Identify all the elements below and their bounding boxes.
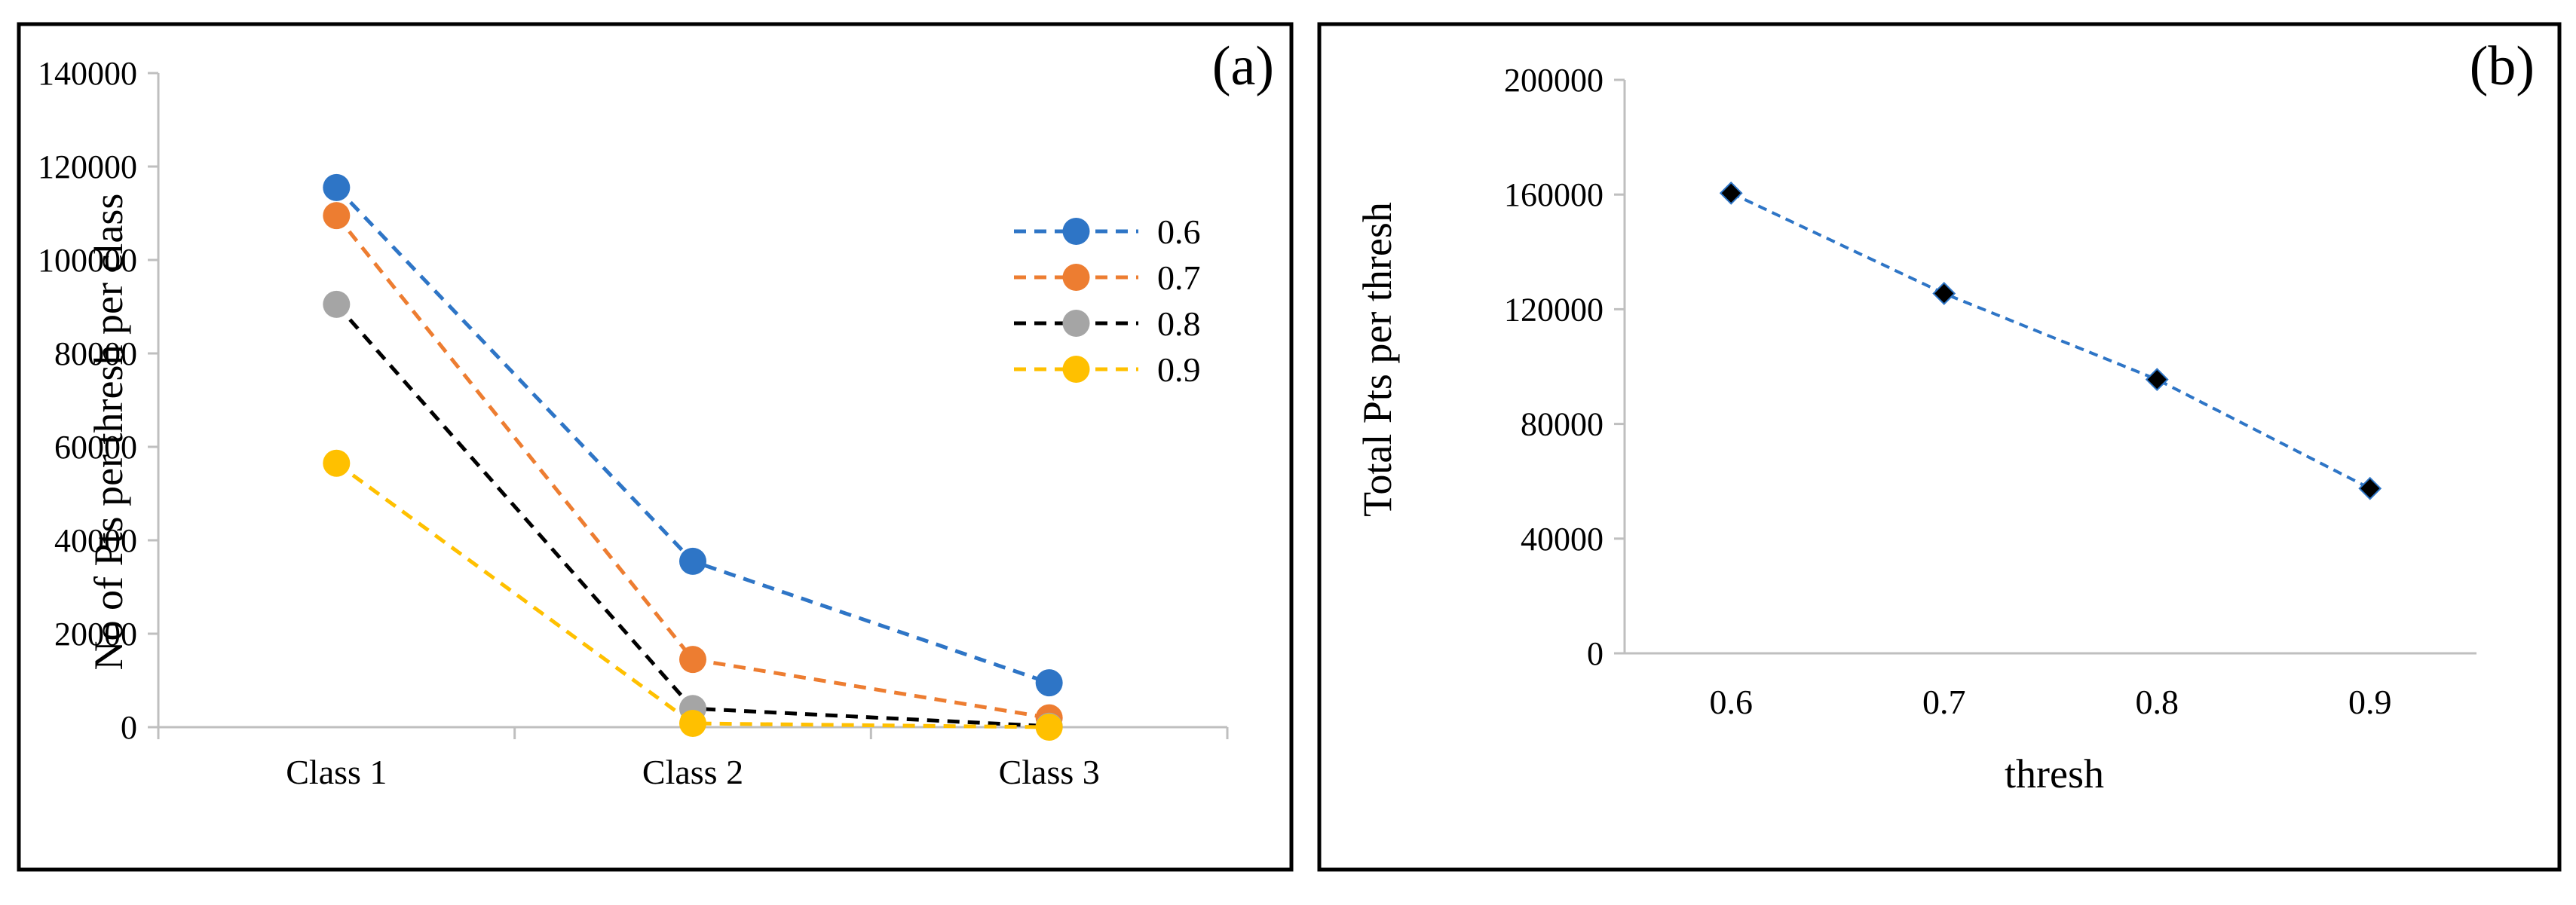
panel-b-y-tick-label: 160000 (1504, 176, 1603, 213)
panel-b-axes (1623, 80, 2476, 655)
panel-a-frame (17, 22, 1294, 872)
total-series-point (1932, 282, 1956, 305)
panel-b-y-ticks: 0 40000 80000 120000 160000 200000 (1504, 62, 1625, 672)
legend-marker-0.6 (1062, 218, 1090, 245)
panel-b-series (1719, 181, 2382, 500)
series-0.6-line (335, 186, 1050, 685)
panel-b-y-tick-label: 80000 (1521, 406, 1603, 443)
legend-label-0.8: 0.8 (1157, 304, 1201, 343)
panel-a-y-tick-label: 140000 (38, 55, 137, 92)
panel-a-series (323, 173, 1063, 741)
panel-b-y-tick-label: 200000 (1504, 62, 1603, 99)
series-0.7-point (679, 646, 706, 674)
panel-a-x-tick-label: Class 3 (999, 753, 1100, 791)
panel-a-label: (a) (1212, 35, 1274, 97)
panel-b-x-ticks: 0.6 0.7 0.8 0.9 (1710, 683, 2392, 721)
panel-a-y-tick-label: 0 (121, 709, 137, 746)
legend-label-0.9: 0.9 (1157, 350, 1201, 389)
series-0.6-point (679, 547, 706, 575)
panel-a-y-tick-label: 40000 (54, 522, 137, 559)
legend-label-0.7: 0.7 (1157, 258, 1201, 297)
panel-a: (a) No of Pts per thresh per class 0 2000… (17, 22, 1294, 872)
panel-a-x-tick-label: Class 2 (642, 753, 743, 791)
series-0.9-point (1035, 714, 1063, 741)
series-0.7-line (335, 214, 1050, 720)
panel-a-y-tick-label: 60000 (54, 429, 137, 466)
panel-a-y-tick-label: 120000 (38, 148, 137, 185)
panel-a-axes (157, 73, 1227, 729)
legend-marker-0.7 (1062, 264, 1090, 291)
panel-a-x-tick-label: Class 1 (286, 753, 387, 791)
series-0.6-point (1035, 669, 1063, 697)
panel-b-x-tick-label: 0.7 (1922, 683, 1966, 721)
panel-b-y-tick-label: 40000 (1521, 521, 1603, 558)
total-series-point (2358, 476, 2382, 500)
panel-a-y-tick-label: 100000 (38, 242, 137, 279)
panel-b-x-axis-title: thresh (2005, 751, 2104, 796)
series-0.7-point (323, 202, 351, 230)
panel-a-y-tick-label: 80000 (54, 335, 137, 372)
total-series-line (1730, 191, 2371, 490)
panel-a-legend: 0.6 0.7 0.8 0.9 (1014, 212, 1201, 389)
legend-label-0.6: 0.6 (1157, 212, 1201, 251)
panel-b: (b) Total Pts per thresh thresh 0 40000 80… (1317, 22, 2562, 872)
total-series-point (1719, 181, 1743, 205)
series-0.9-line (335, 461, 1049, 729)
panel-a-y-ticks: 0 20000 40000 60000 80000 100000 120000 140000 (38, 55, 158, 746)
total-series-point (2145, 368, 2169, 392)
panel-a-y-tick-label: 20000 (54, 616, 137, 653)
series-0.8-point (323, 290, 351, 318)
legend-marker-0.8 (1062, 310, 1090, 337)
panel-b-label: (b) (2470, 35, 2535, 97)
panel-b-y-axis-title: Total Pts per thresh (1355, 202, 1400, 517)
panel-b-frame (1317, 22, 2562, 872)
panel-b-x-tick-label: 0.9 (2348, 683, 2392, 721)
panel-b-x-tick-label: 0.8 (2136, 683, 2179, 721)
panel-b-x-tick-label: 0.6 (1710, 683, 1754, 721)
panel-b-y-tick-label: 0 (1587, 635, 1603, 672)
series-0.9-point (323, 449, 351, 477)
legend-marker-0.9 (1062, 356, 1090, 383)
panel-a-x-ticks: Class 1 Class 2 Class 3 (157, 727, 1229, 791)
panel-a-y-axis-title: No of Pts per thresh per class (86, 194, 131, 671)
series-0.9-point (679, 710, 706, 738)
series-0.6-point (323, 173, 351, 201)
panel-b-y-tick-label: 120000 (1504, 291, 1603, 328)
